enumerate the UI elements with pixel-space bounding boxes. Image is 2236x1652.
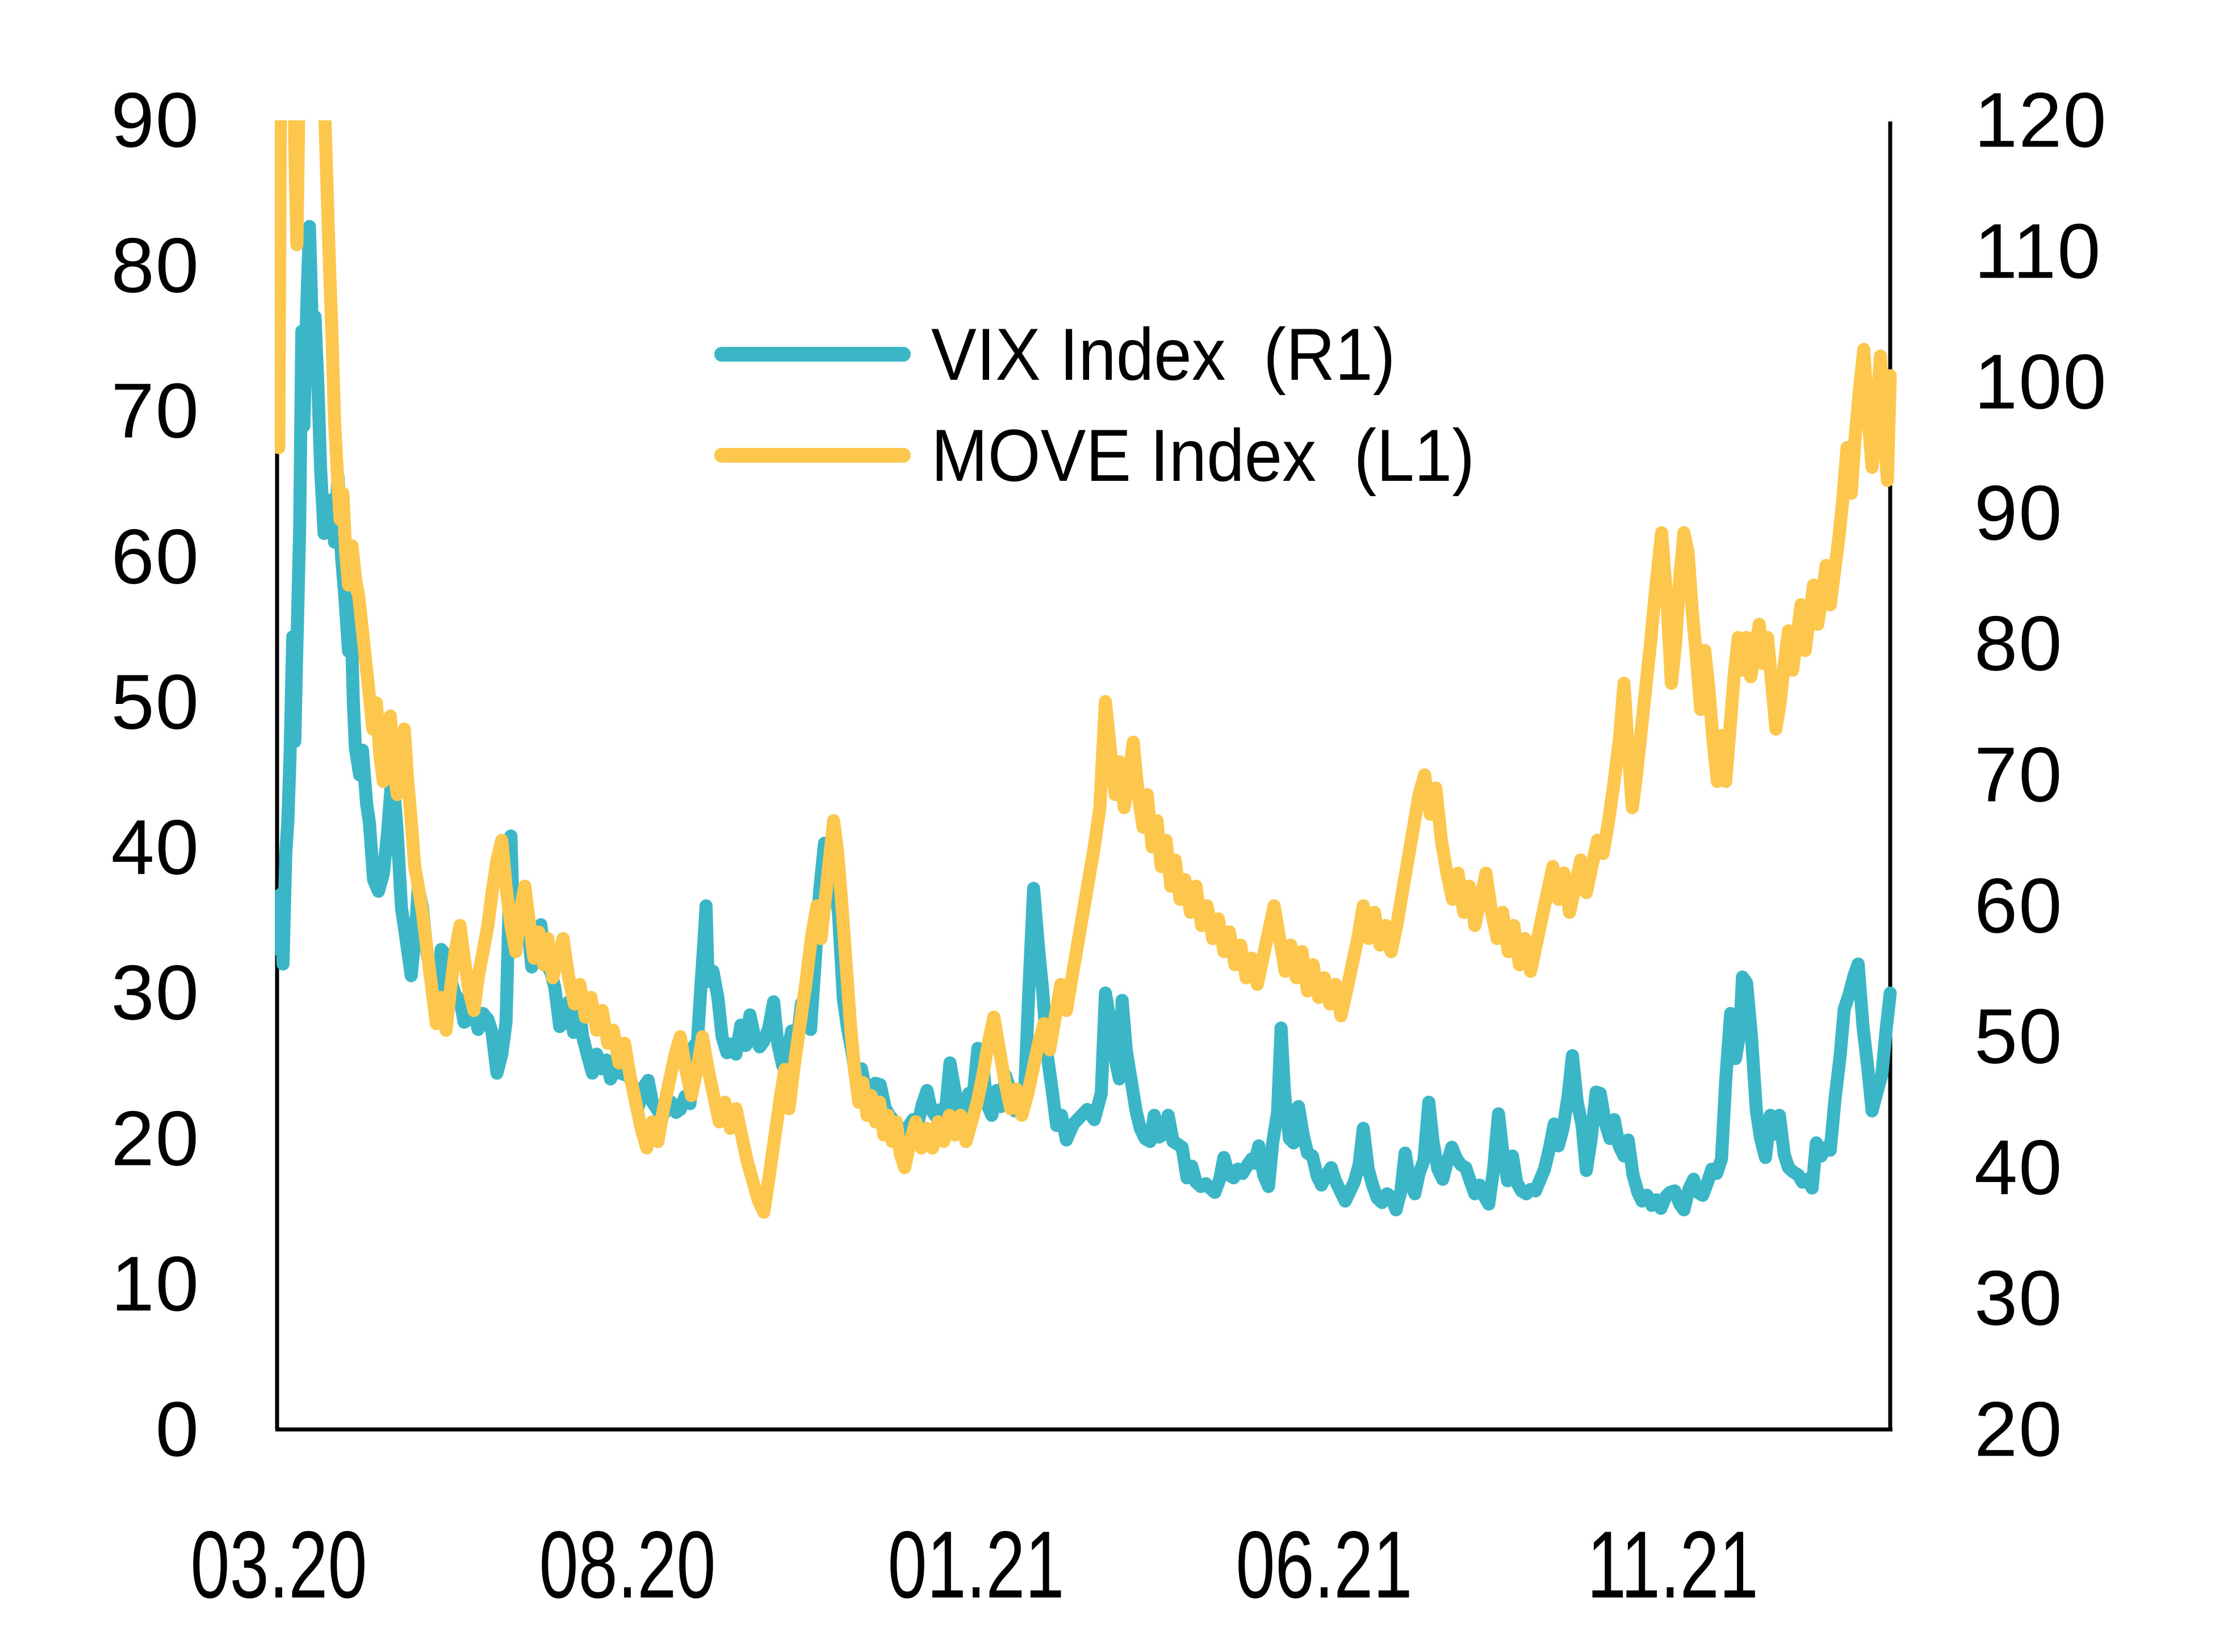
y-axis-right-tick-label: 90: [1974, 469, 2063, 557]
y-axis-right-tick-label: 20: [1974, 1386, 2063, 1473]
vix-legend-swatch: [714, 347, 911, 362]
y-axis-right-tick-label: 40: [1974, 1124, 2063, 1211]
move-index-series-line: [275, 120, 1897, 1219]
vix-index-series-line: [275, 220, 1897, 1217]
y-axis-right-tick-label: 110: [1974, 208, 2102, 295]
x-axis-tick-label: 11.21: [1587, 1511, 1758, 1618]
y-axis-left-tick-label: 10: [111, 1240, 200, 1328]
y-axis-right-tick-label: 50: [1974, 993, 2063, 1080]
move-legend-label: MOVE Index (L1): [931, 414, 1475, 497]
vix-legend-label: VIX Index (R1): [931, 313, 1396, 396]
move-legend-swatch: [714, 448, 911, 463]
y-axis-left-tick-label: 50: [111, 659, 200, 746]
y-axis-left-tick-label: 60: [111, 513, 200, 601]
y-axis-left-tick-label: 70: [111, 367, 200, 455]
legend-entry-vix: VIX Index (R1): [714, 317, 1436, 391]
x-axis-tick-label: 01.21: [887, 1511, 1065, 1618]
y-axis-left-tick-label: 0: [155, 1386, 200, 1473]
x-axis-tick-label: 08.20: [539, 1511, 716, 1618]
y-axis-left-tick-label: 30: [111, 949, 200, 1037]
y-axis-right-tick-label: 30: [1974, 1255, 2063, 1342]
y-axis-left-tick-label: 40: [111, 804, 200, 891]
y-axis-left-tick-label: 80: [111, 222, 200, 309]
x-axis-tick-label: 03.20: [190, 1511, 367, 1618]
y-axis-right-tick-label: 80: [1974, 600, 2063, 687]
y-axis-left-tick-label: 20: [111, 1095, 200, 1183]
y-axis-right-tick-label: 100: [1974, 338, 2108, 426]
x-axis-tick-label: 06.21: [1236, 1511, 1413, 1618]
legend-entry-move: MOVE Index (L1): [714, 418, 1522, 492]
y-axis-left-tick-label: 90: [111, 77, 200, 164]
y-axis-right-tick-label: 60: [1974, 862, 2063, 950]
y-axis-right-tick-label: 70: [1974, 731, 2063, 819]
y-axis-right-tick-label: 120: [1974, 77, 2108, 164]
